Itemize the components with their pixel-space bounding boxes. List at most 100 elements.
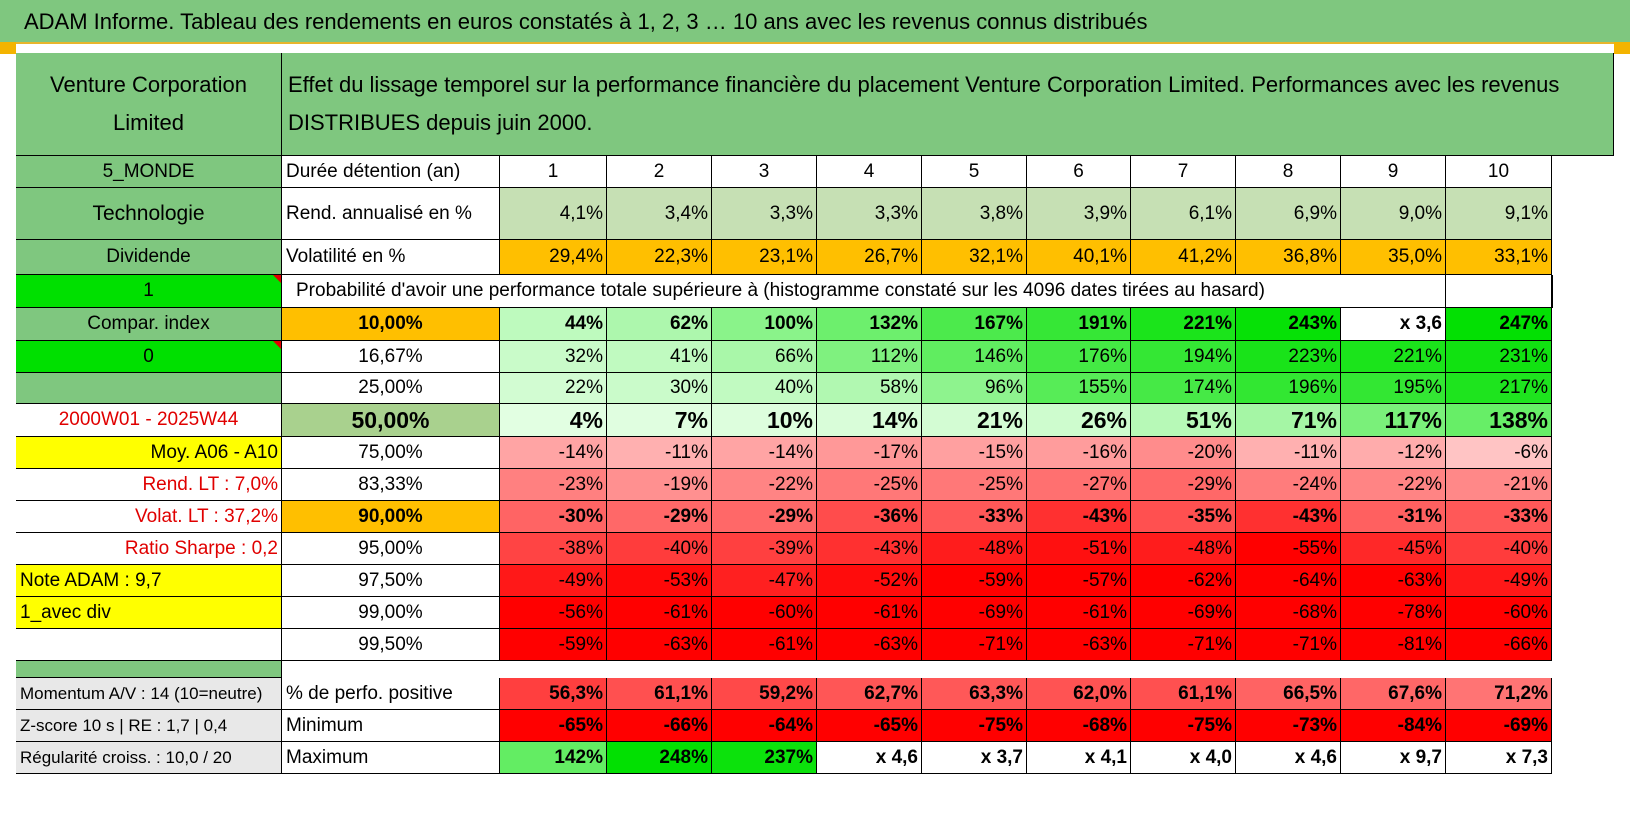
percentile-value: -45% [1341, 533, 1446, 565]
percentile-value: 26% [1027, 404, 1131, 437]
percentile-value: -61% [817, 597, 922, 629]
bottom-row-label: Maximum [282, 742, 500, 774]
fund-name-line1: Venture Corporation [50, 72, 247, 97]
percentile-value: -78% [1341, 597, 1446, 629]
percentile-value: 231% [1446, 341, 1552, 373]
percentile-value: 221% [1341, 341, 1446, 373]
percentile-value: -63% [1027, 629, 1131, 661]
percentile-value: -43% [1027, 501, 1131, 533]
percentile-value: -35% [1131, 501, 1236, 533]
percentile-value: -56% [500, 597, 607, 629]
annualized-return: 3,3% [712, 188, 817, 240]
empty-cell [1446, 275, 1552, 308]
bottom-value: -73% [1236, 710, 1341, 742]
year-header: 4 [817, 156, 922, 188]
title-bar: ADAM Informe. Tableau des rendements en … [0, 0, 1630, 44]
return-label: Rend. annualisé en % [282, 188, 500, 240]
percentile-value: 112% [817, 341, 922, 373]
percentile-value: 7% [607, 404, 712, 437]
percentile-value: -60% [1446, 597, 1552, 629]
side-cell [16, 629, 282, 661]
percentile-value: -60% [712, 597, 817, 629]
percentile-value: 243% [1236, 308, 1341, 341]
side-cell: Dividende [16, 240, 282, 275]
bottom-row-label: % de perfo. positive [282, 678, 500, 710]
corner-marker-left [0, 42, 16, 54]
percentile-value: 51% [1131, 404, 1236, 437]
bottom-value: -69% [1446, 710, 1552, 742]
percentile-label: 99,00% [282, 597, 500, 629]
volatility-value: 22,3% [607, 240, 712, 275]
percentile-value: -43% [1236, 501, 1341, 533]
performance-sheet: Venture Corporation Limited Effet du lissa… [16, 53, 1614, 815]
percentile-value: 58% [817, 373, 922, 404]
percentile-value: -63% [607, 629, 712, 661]
annualized-return: 3,9% [1027, 188, 1131, 240]
percentile-value: -14% [712, 437, 817, 469]
percentile-value: -59% [922, 565, 1027, 597]
bottom-value: -65% [817, 710, 922, 742]
side-cell: 1 [16, 275, 282, 308]
bottom-value: x 4,1 [1027, 742, 1131, 774]
volatility-value: 41,2% [1131, 240, 1236, 275]
percentile-label: 50,00% [282, 404, 500, 437]
year-header: 5 [922, 156, 1027, 188]
percentile-value: 132% [817, 308, 922, 341]
percentile-label: 25,00% [282, 373, 500, 404]
description-line2: DISTRIBUES depuis juin 2000. [288, 110, 593, 135]
side-cell: 5_MONDE [16, 156, 282, 188]
bottom-value: x 4,6 [817, 742, 922, 774]
year-header: 1 [500, 156, 607, 188]
percentile-value: -25% [817, 469, 922, 501]
percentile-value: 100% [712, 308, 817, 341]
percentile-value: -16% [1027, 437, 1131, 469]
percentile-value: -31% [1341, 501, 1446, 533]
bottom-value: 59,2% [712, 678, 817, 710]
percentile-value: -23% [500, 469, 607, 501]
percentile-value: 196% [1236, 373, 1341, 404]
bottom-value: x 9,7 [1341, 742, 1446, 774]
percentile-value: -19% [607, 469, 712, 501]
bottom-value: 66,5% [1236, 678, 1341, 710]
annualized-return: 9,1% [1446, 188, 1552, 240]
fund-name-line2: Limited [113, 110, 184, 135]
percentile-value: -12% [1341, 437, 1446, 469]
duration-label: Durée détention (an) [282, 156, 500, 188]
percentile-value: -29% [712, 501, 817, 533]
annualized-return: 4,1% [500, 188, 607, 240]
volatility-value: 23,1% [712, 240, 817, 275]
bottom-value: 248% [607, 742, 712, 774]
percentile-label: 83,33% [282, 469, 500, 501]
bottom-value: 142% [500, 742, 607, 774]
percentile-value: -49% [1446, 565, 1552, 597]
side-cell: Ratio Sharpe : 0,2 [16, 533, 282, 565]
bottom-value: 237% [712, 742, 817, 774]
percentile-label: 16,67% [282, 341, 500, 373]
annualized-return: 3,8% [922, 188, 1027, 240]
volatility-value: 35,0% [1341, 240, 1446, 275]
probability-label: Probabilité d'avoir une performance tota… [282, 275, 1446, 308]
bottom-left-label: Régularité croiss. : 10,0 / 20 [16, 742, 282, 774]
percentile-value: 71% [1236, 404, 1341, 437]
percentile-value: -33% [922, 501, 1027, 533]
percentile-value: 44% [500, 308, 607, 341]
annualized-return: 6,9% [1236, 188, 1341, 240]
fund-name: Venture Corporation Limited [16, 53, 282, 156]
percentile-value: -29% [607, 501, 712, 533]
percentile-value: -61% [712, 629, 817, 661]
percentile-value: -14% [500, 437, 607, 469]
side-cell: Technologie [16, 188, 282, 240]
percentile-label: 10,00% [282, 308, 500, 341]
percentile-value: 195% [1341, 373, 1446, 404]
bottom-value: -75% [922, 710, 1027, 742]
percentile-value: -24% [1236, 469, 1341, 501]
volatility-value: 36,8% [1236, 240, 1341, 275]
percentile-value: 32% [500, 341, 607, 373]
percentile-value: -29% [1131, 469, 1236, 501]
percentile-value: 14% [817, 404, 922, 437]
side-cell: Note ADAM : 9,7 [16, 565, 282, 597]
percentile-value: -48% [1131, 533, 1236, 565]
percentile-value: -36% [817, 501, 922, 533]
percentile-value: -68% [1236, 597, 1341, 629]
percentile-value: 194% [1131, 341, 1236, 373]
